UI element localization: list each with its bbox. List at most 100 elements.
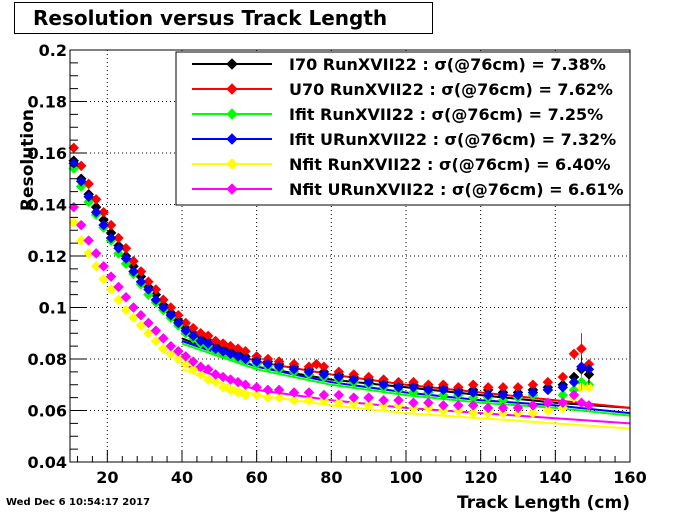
data-point — [262, 384, 274, 396]
y-tick-label: 0.2 — [39, 41, 67, 60]
data-point — [333, 397, 345, 409]
data-point — [303, 366, 315, 378]
data-point — [363, 392, 375, 403]
y-tick-label: 0.16 — [28, 144, 67, 163]
data-point — [217, 371, 229, 383]
data-point — [527, 407, 539, 419]
data-point — [467, 407, 479, 419]
legend-marker — [226, 108, 238, 120]
legend-marker — [226, 83, 238, 95]
data-point — [393, 394, 404, 406]
data-point — [512, 402, 524, 414]
data-point — [240, 353, 251, 365]
data-point — [363, 399, 375, 411]
x-tick-label: 100 — [389, 468, 422, 487]
data-point — [273, 361, 285, 373]
data-point — [568, 389, 580, 401]
x-tick-label: 80 — [320, 468, 342, 487]
data-point — [583, 399, 595, 411]
data-point — [583, 381, 595, 393]
data-point — [90, 206, 102, 218]
data-point — [105, 232, 117, 244]
data-point — [497, 389, 509, 401]
data-point — [348, 374, 360, 385]
data-point — [98, 219, 109, 231]
data-point — [393, 381, 404, 393]
data-point — [195, 361, 207, 373]
data-point — [202, 338, 214, 349]
data-point — [423, 397, 434, 409]
legend-box — [175, 51, 631, 206]
data-point — [75, 235, 87, 246]
data-point — [542, 384, 554, 396]
legend: I70 RunXVII22 : σ(@76cm) = 7.38% U70 RunX… — [175, 51, 631, 206]
data-point — [408, 381, 419, 393]
data-point — [217, 345, 229, 357]
data-point — [113, 281, 124, 293]
data-point — [576, 397, 587, 409]
data-point — [90, 248, 102, 259]
data-point — [180, 325, 192, 337]
data-point — [452, 387, 464, 398]
data-point — [288, 394, 300, 406]
data-point — [135, 309, 147, 321]
data-point — [172, 317, 184, 329]
data-point — [527, 399, 539, 411]
legend-marker — [226, 158, 238, 170]
data-point — [83, 248, 95, 259]
data-point — [288, 363, 300, 375]
data-point — [568, 376, 580, 388]
data-point — [467, 387, 479, 398]
legend-label: Nfit URunXVII22 : σ(@76cm) = 6.61% — [289, 180, 624, 199]
data-point — [557, 381, 569, 393]
data-point — [288, 387, 300, 398]
data-point — [482, 389, 494, 401]
data-point — [195, 335, 207, 347]
data-point — [157, 302, 169, 313]
data-point — [542, 405, 554, 416]
data-point — [318, 389, 330, 401]
data-point — [172, 345, 184, 357]
data-point — [467, 399, 479, 411]
data-point — [187, 356, 199, 367]
data-point — [262, 358, 274, 370]
data-point — [251, 356, 263, 367]
x-tick-label: 160 — [613, 468, 646, 487]
legend-marker — [226, 183, 238, 195]
data-point — [150, 294, 162, 306]
data-point — [318, 369, 330, 380]
x-tick-label: 140 — [539, 468, 572, 487]
y-tick-label: 0.12 — [28, 247, 67, 266]
data-point — [527, 387, 539, 398]
data-point — [128, 302, 139, 313]
data-point — [363, 376, 375, 388]
y-axis-title: Resolution — [18, 109, 38, 211]
data-point — [273, 384, 285, 396]
data-point — [128, 266, 139, 277]
data-point — [83, 235, 95, 246]
data-point — [120, 291, 132, 303]
data-point — [542, 397, 554, 409]
data-point — [557, 397, 569, 409]
x-tick-label: 120 — [464, 468, 497, 487]
x-tick-label: 60 — [246, 468, 268, 487]
data-point — [251, 381, 263, 393]
x-tick-label: 40 — [171, 468, 193, 487]
legend-label: Ifit RunXVII22 : σ(@76cm) = 7.25% — [289, 105, 603, 124]
data-point — [157, 333, 169, 344]
data-point — [135, 276, 147, 288]
legend-label: Nfit RunXVII22 : σ(@76cm) = 6.40% — [289, 155, 611, 174]
legend-marker — [226, 133, 238, 145]
data-point — [210, 376, 221, 388]
data-point — [187, 330, 199, 342]
y-tick-label: 0.08 — [28, 350, 67, 369]
chart-title: Resolution versus Track Length — [33, 6, 388, 30]
y-tick-label: 0.06 — [28, 402, 67, 421]
data-point — [408, 397, 419, 409]
data-point — [165, 309, 177, 321]
data-point — [120, 253, 132, 264]
data-point — [557, 371, 569, 383]
data-point — [512, 389, 524, 401]
data-point — [273, 392, 285, 403]
data-point — [105, 271, 117, 282]
